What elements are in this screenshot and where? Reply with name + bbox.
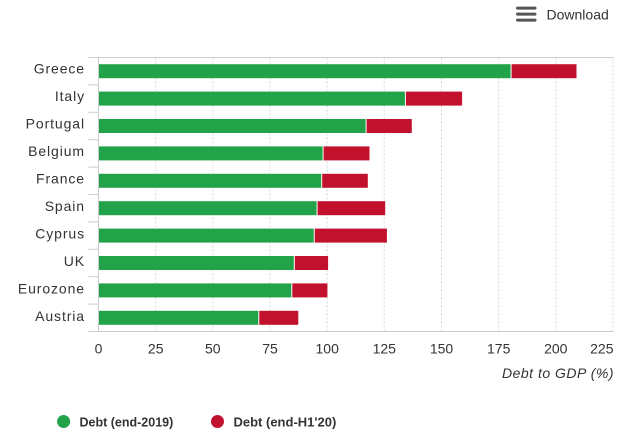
svg-text:Portugal: Portugal — [26, 116, 85, 132]
svg-text:France: France — [36, 171, 85, 187]
svg-text:UK: UK — [64, 253, 85, 269]
svg-text:Belgium: Belgium — [28, 143, 85, 159]
svg-text:Debt to GDP (%): Debt to GDP (%) — [502, 365, 614, 381]
svg-text:50: 50 — [205, 341, 221, 357]
svg-text:Eurozone: Eurozone — [18, 281, 85, 297]
svg-text:Austria: Austria — [35, 308, 85, 324]
svg-text:Cyprus: Cyprus — [35, 226, 85, 242]
svg-text:175: 175 — [487, 341, 511, 357]
svg-text:0: 0 — [95, 341, 103, 357]
svg-text:75: 75 — [262, 341, 278, 357]
svg-text:25: 25 — [148, 341, 164, 357]
svg-text:Download: Download — [547, 6, 609, 22]
svg-text:Italy: Italy — [55, 88, 85, 104]
svg-text:150: 150 — [430, 341, 454, 357]
svg-text:Spain: Spain — [45, 198, 85, 214]
svg-text:Greece: Greece — [34, 61, 85, 77]
svg-text:100: 100 — [316, 341, 340, 357]
svg-text:Debt (end-H1'20): Debt (end-H1'20) — [234, 414, 337, 429]
svg-text:Debt (end-2019): Debt (end-2019) — [80, 415, 174, 429]
svg-text:225: 225 — [590, 341, 614, 357]
svg-text:125: 125 — [373, 341, 397, 357]
svg-text:200: 200 — [544, 341, 568, 357]
